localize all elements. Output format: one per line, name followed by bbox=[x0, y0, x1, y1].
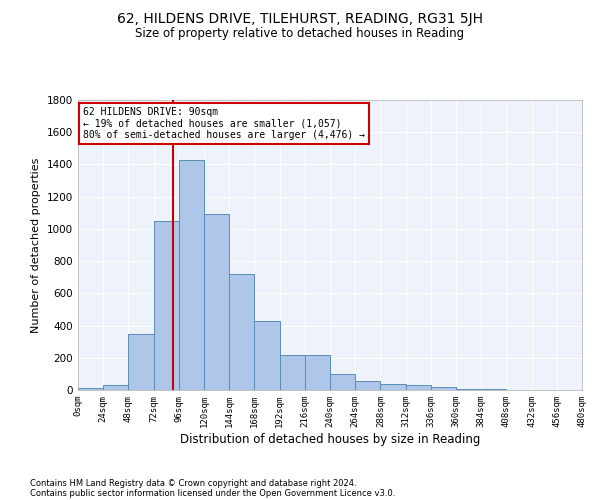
Bar bbox=[128, 334, 154, 390]
Text: 62, HILDENS DRIVE, TILEHURST, READING, RG31 5JH: 62, HILDENS DRIVE, TILEHURST, READING, R… bbox=[117, 12, 483, 26]
Bar bbox=[305, 356, 330, 390]
Y-axis label: Number of detached properties: Number of detached properties bbox=[31, 158, 41, 332]
Bar bbox=[406, 385, 431, 390]
Text: Contains HM Land Registry data © Crown copyright and database right 2024.: Contains HM Land Registry data © Crown c… bbox=[30, 478, 356, 488]
X-axis label: Distribution of detached houses by size in Reading: Distribution of detached houses by size … bbox=[180, 432, 480, 446]
Bar bbox=[481, 389, 506, 390]
Text: Contains public sector information licensed under the Open Government Licence v3: Contains public sector information licen… bbox=[30, 488, 395, 498]
Bar bbox=[355, 381, 380, 390]
Bar bbox=[78, 388, 103, 390]
Bar bbox=[179, 160, 204, 390]
Bar bbox=[254, 320, 280, 390]
Text: 62 HILDENS DRIVE: 90sqm
← 19% of detached houses are smaller (1,057)
80% of semi: 62 HILDENS DRIVE: 90sqm ← 19% of detache… bbox=[83, 108, 365, 140]
Bar bbox=[330, 374, 355, 390]
Bar bbox=[456, 389, 481, 390]
Text: Size of property relative to detached houses in Reading: Size of property relative to detached ho… bbox=[136, 28, 464, 40]
Bar bbox=[229, 274, 254, 390]
Bar bbox=[431, 387, 456, 390]
Bar bbox=[103, 385, 128, 390]
Bar bbox=[280, 356, 305, 390]
Bar bbox=[154, 221, 179, 390]
Bar bbox=[380, 384, 406, 390]
Bar bbox=[204, 214, 229, 390]
